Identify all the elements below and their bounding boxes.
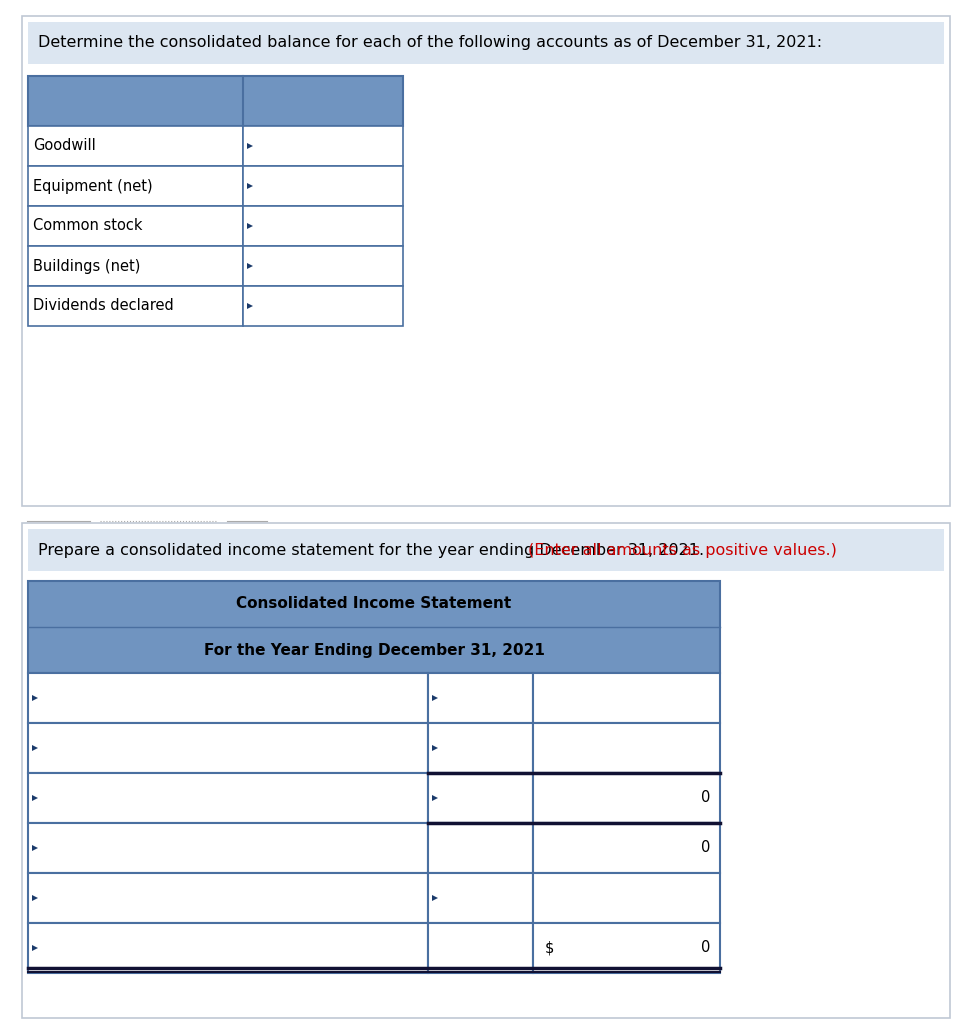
Bar	[428, 773, 533, 823]
Text: Buildings (net): Buildings (net)	[33, 259, 140, 274]
Text: (Enter all amounts as positive values.): (Enter all amounts as positive values.)	[528, 543, 837, 557]
Bar	[533, 873, 720, 923]
Bar	[243, 246, 403, 286]
Text: 0: 0	[701, 840, 710, 856]
Bar	[22, 16, 950, 506]
Bar	[533, 823, 720, 873]
Text: Prepare a consolidated income statement for the year ending December 31, 2021.: Prepare a consolidated income statement …	[38, 543, 710, 557]
Bar	[533, 773, 720, 823]
Bar	[28, 581, 720, 673]
Bar	[28, 126, 243, 166]
Bar	[428, 673, 533, 723]
Text: Dividends declared: Dividends declared	[33, 298, 174, 314]
Bar	[428, 873, 533, 923]
Text: Equipment (net): Equipment (net)	[33, 178, 153, 194]
Bar	[28, 773, 428, 823]
Text: For the Year Ending December 31, 2021: For the Year Ending December 31, 2021	[203, 642, 544, 658]
Bar	[28, 873, 428, 923]
Bar	[28, 246, 243, 286]
Text: Common stock: Common stock	[33, 219, 143, 233]
Bar	[243, 286, 403, 326]
Bar	[28, 823, 428, 873]
Bar	[428, 823, 533, 873]
Bar	[428, 723, 533, 773]
Text: Goodwill: Goodwill	[33, 139, 96, 153]
Bar	[28, 166, 243, 206]
Bar	[28, 673, 428, 723]
Bar	[533, 723, 720, 773]
Bar	[243, 166, 403, 206]
Bar	[533, 673, 720, 723]
Bar	[28, 22, 944, 64]
Bar	[243, 126, 403, 166]
Bar	[28, 923, 428, 973]
Text: 0: 0	[701, 790, 710, 806]
Text: Determine the consolidated balance for each of the following accounts as of Dece: Determine the consolidated balance for e…	[38, 35, 822, 51]
Text: 0: 0	[701, 941, 710, 955]
Bar	[428, 923, 533, 973]
Bar	[243, 206, 403, 246]
Bar	[22, 523, 950, 1018]
Text: Consolidated Income Statement: Consolidated Income Statement	[236, 597, 511, 611]
Text: $: $	[545, 941, 554, 955]
Bar	[28, 286, 243, 326]
Bar	[28, 529, 944, 571]
Bar	[28, 206, 243, 246]
Bar	[533, 923, 720, 973]
Bar	[28, 723, 428, 773]
Bar	[28, 76, 403, 126]
